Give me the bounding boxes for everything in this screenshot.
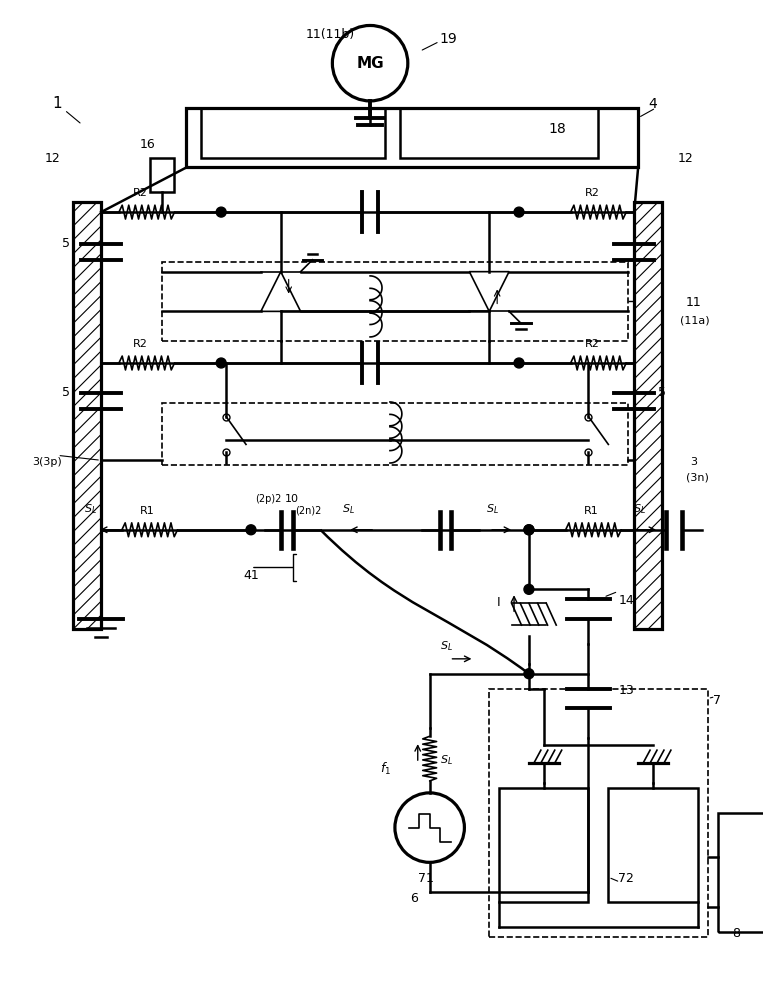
Text: 14: 14 (618, 594, 634, 607)
Bar (608, 788, 698, 902)
Text: (11a): (11a) (680, 315, 709, 325)
Text: 11: 11 (686, 296, 702, 309)
Circle shape (524, 669, 534, 679)
Text: 12: 12 (678, 152, 693, 165)
Circle shape (216, 207, 226, 217)
Text: 7: 7 (712, 694, 721, 707)
Circle shape (524, 525, 534, 535)
Text: 41: 41 (243, 569, 259, 582)
Bar (718, 813, 766, 932)
Text: MG: MG (356, 56, 384, 71)
Text: 5: 5 (62, 386, 70, 399)
Text: $f_1$: $f_1$ (380, 761, 391, 777)
Text: 71: 71 (417, 872, 434, 885)
Text: 4: 4 (648, 97, 656, 111)
Bar (149, 158, 174, 192)
Text: R2: R2 (133, 188, 148, 198)
Text: 8: 8 (732, 927, 741, 940)
Text: R2: R2 (133, 339, 148, 349)
Bar (186, 108, 638, 167)
Circle shape (216, 358, 226, 368)
Text: $S_L$: $S_L$ (342, 502, 355, 516)
Text: 12: 12 (44, 152, 61, 165)
Text: 5: 5 (62, 237, 70, 250)
Text: (3n): (3n) (686, 472, 709, 482)
Text: 5: 5 (658, 386, 666, 399)
Text: $S_L$: $S_L$ (440, 639, 453, 653)
Text: $S_L$: $S_L$ (440, 753, 453, 767)
Text: R2: R2 (584, 188, 600, 198)
Text: I: I (497, 596, 501, 609)
Circle shape (246, 525, 256, 535)
Text: R1: R1 (139, 506, 155, 516)
Text: $S_L$: $S_L$ (633, 502, 646, 516)
Text: (2n)2: (2n)2 (295, 506, 321, 516)
Bar (634, 202, 662, 629)
Text: 3: 3 (689, 457, 697, 467)
Text: 19: 19 (440, 32, 457, 46)
Text: R1: R1 (584, 506, 598, 516)
Circle shape (514, 207, 524, 217)
Bar (74, 202, 101, 629)
Circle shape (524, 584, 534, 594)
Bar (162, 403, 628, 465)
Text: R2: R2 (584, 339, 600, 349)
Text: $S_L$: $S_L$ (486, 502, 499, 516)
Bar (489, 689, 708, 937)
Text: 1: 1 (52, 96, 62, 111)
Text: 3(3p): 3(3p) (33, 457, 62, 467)
Circle shape (514, 358, 524, 368)
Text: 16: 16 (139, 138, 155, 151)
Text: 72: 72 (618, 872, 634, 885)
Text: 6: 6 (410, 892, 417, 905)
Text: $S_L$: $S_L$ (84, 502, 97, 516)
Bar (400, 108, 598, 158)
Text: 11(11b): 11(11b) (306, 28, 355, 41)
Text: 13: 13 (618, 684, 634, 697)
Text: (2p)2: (2p)2 (255, 494, 281, 504)
Text: 18: 18 (548, 122, 567, 136)
Bar (201, 108, 385, 158)
Bar (162, 262, 628, 341)
Circle shape (524, 525, 534, 535)
Text: 10: 10 (285, 494, 299, 504)
Bar (499, 788, 588, 902)
